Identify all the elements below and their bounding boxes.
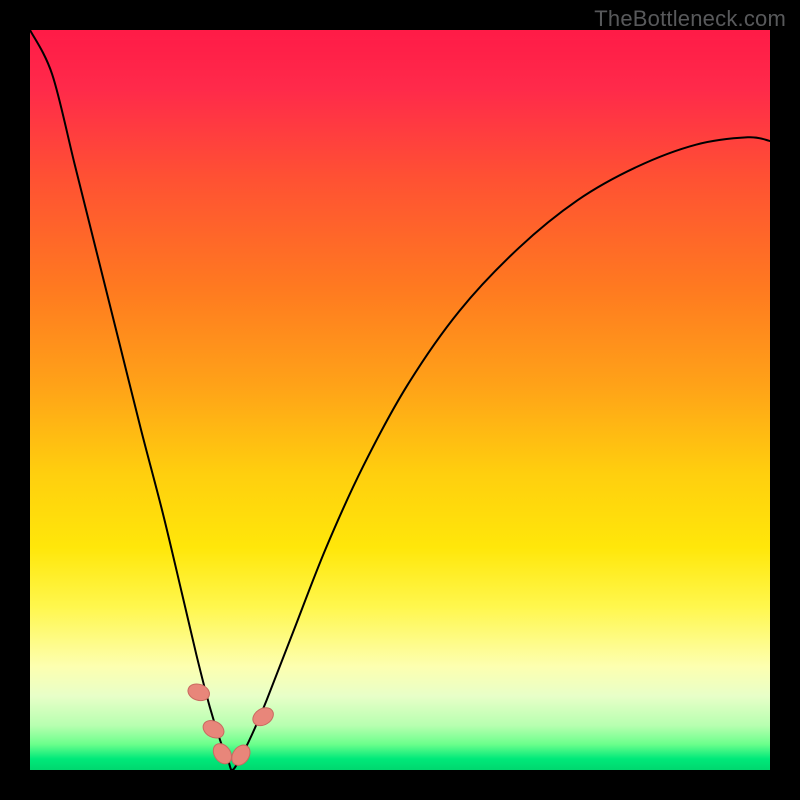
chart-frame: TheBottleneck.com xyxy=(0,0,800,800)
plot-svg xyxy=(30,30,770,770)
gradient-background xyxy=(30,30,770,770)
watermark-text: TheBottleneck.com xyxy=(594,6,786,32)
plot-area xyxy=(30,30,770,770)
